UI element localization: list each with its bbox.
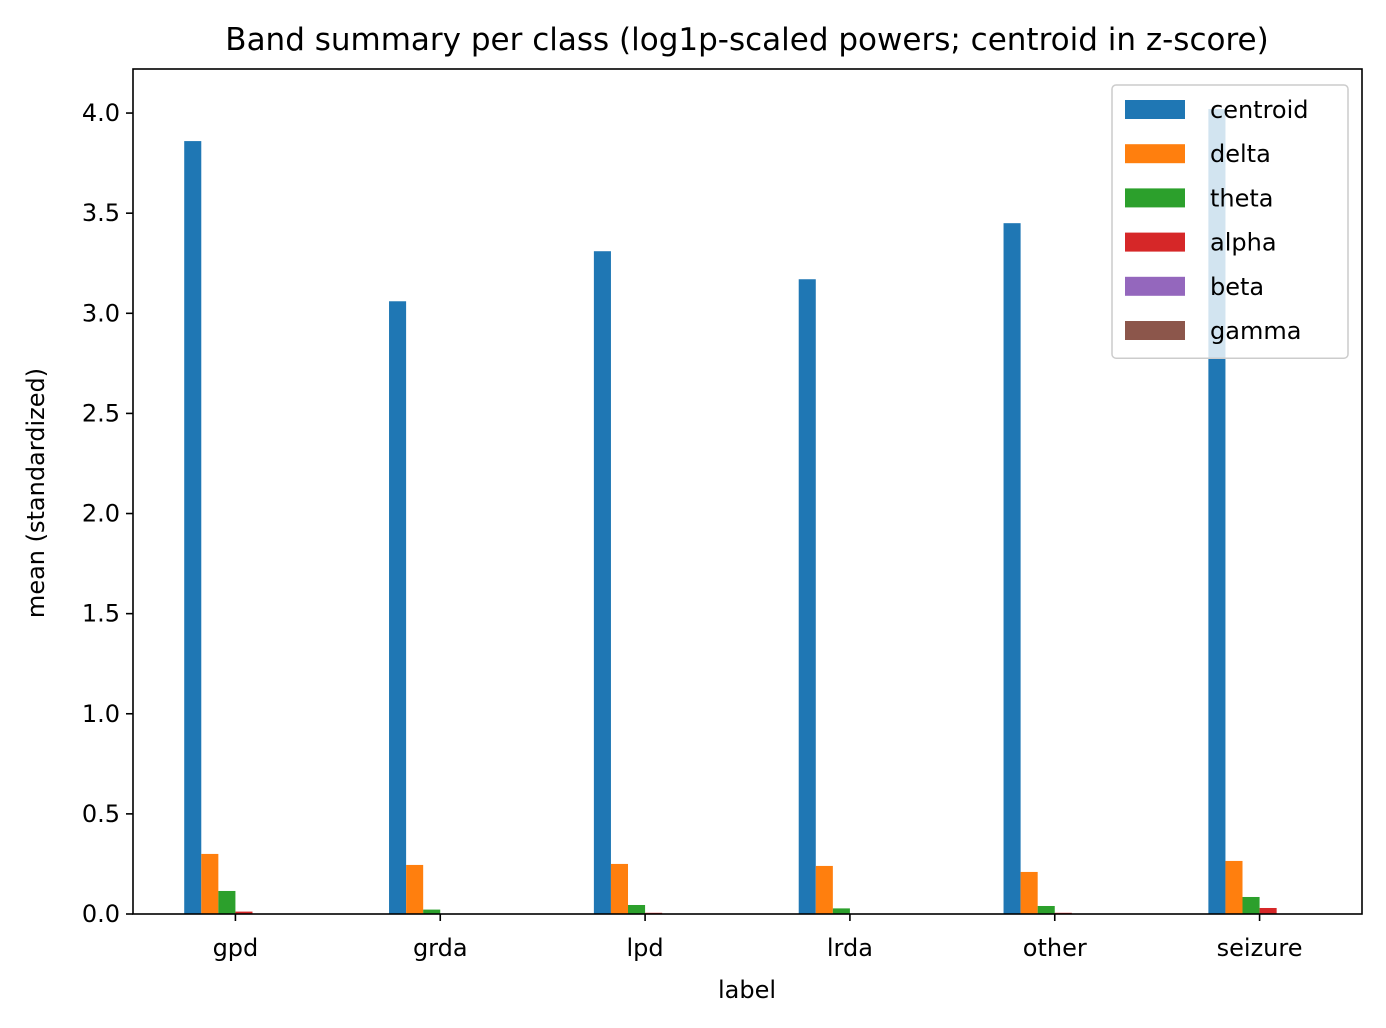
axes-layer: 0.0 0.5 1.0 1.5 2.0 2.5 3.0 3.5 4.0 gpd grda lpd lrd… <box>82 68 1363 962</box>
x-tick-label: lpd <box>627 934 664 962</box>
series-delta <box>201 853 1243 914</box>
legend-item-beta: beta <box>1125 273 1264 301</box>
bar-alpha-seizure <box>1259 907 1277 914</box>
bar-theta-grda <box>423 909 441 914</box>
legend-label: gamma <box>1210 317 1301 345</box>
bar-delta-other <box>1020 871 1038 914</box>
plot-frame <box>132 68 1363 915</box>
bar-theta-lpd <box>628 904 646 914</box>
legend-swatch <box>1125 188 1185 208</box>
x-axis-label: label <box>718 976 776 1004</box>
y-tick-label: 1.0 <box>82 700 120 728</box>
legend-label: theta <box>1210 184 1274 212</box>
legend-item-alpha: alpha <box>1125 229 1277 257</box>
legend-label: alpha <box>1210 229 1277 257</box>
bar-delta-seizure <box>1225 860 1243 914</box>
bar-centroid-other <box>1003 223 1021 914</box>
x-tick-label: seizure <box>1217 934 1303 962</box>
bar-theta-seizure <box>1242 896 1260 914</box>
chart-title: Band summary per class (log1p-scaled pow… <box>225 22 1268 58</box>
legend-item-delta: delta <box>1125 140 1271 168</box>
bar-alpha-gpd <box>235 911 253 914</box>
y-tick-label: 4.0 <box>82 99 120 127</box>
y-tick-label: 0.5 <box>82 800 120 828</box>
y-tick-label: 3.5 <box>82 199 120 227</box>
legend-label: delta <box>1210 140 1271 168</box>
legend-label: centroid <box>1210 96 1309 124</box>
bars-layer <box>184 109 1311 915</box>
bar-centroid-grda <box>389 301 407 914</box>
bar-theta-lrda <box>832 908 850 914</box>
legend: centroid delta theta alpha beta gamma <box>1111 84 1349 359</box>
bar-delta-lrda <box>815 865 833 914</box>
legend-swatch <box>1125 232 1185 252</box>
bar-centroid-gpd <box>184 141 202 915</box>
bar-delta-gpd <box>201 853 219 914</box>
bar-delta-grda <box>406 864 424 914</box>
y-tick-label: 2.5 <box>82 399 120 427</box>
y-tick-label: 1.5 <box>82 600 120 628</box>
legend-item-gamma: gamma <box>1125 317 1301 345</box>
legend-swatch <box>1125 144 1185 164</box>
legend-item-theta: theta <box>1125 184 1274 212</box>
series-theta <box>218 890 1260 914</box>
x-tick-label: lrda <box>827 934 873 962</box>
legend-swatch <box>1125 321 1185 340</box>
y-axis-label: mean (standardized) <box>22 368 50 618</box>
bar-centroid-lrda <box>798 279 816 914</box>
x-tick-label: other <box>1023 934 1087 962</box>
legend-item-centroid: centroid <box>1125 96 1309 124</box>
legend-swatch <box>1125 100 1185 119</box>
y-tick-label: 2.0 <box>82 500 120 528</box>
bar-delta-lpd <box>610 863 629 914</box>
x-tick-label: gpd <box>213 934 259 962</box>
y-tick-label: 0.0 <box>82 900 120 928</box>
x-tick-label: grda <box>413 934 468 962</box>
legend-swatch <box>1125 276 1185 296</box>
bar-theta-other <box>1037 905 1055 914</box>
series-centroid <box>184 109 1226 915</box>
y-tick-label: 3.0 <box>82 299 120 327</box>
legend-label: beta <box>1210 273 1264 301</box>
bar-centroid-lpd <box>593 251 611 915</box>
bar-theta-gpd <box>218 890 236 914</box>
